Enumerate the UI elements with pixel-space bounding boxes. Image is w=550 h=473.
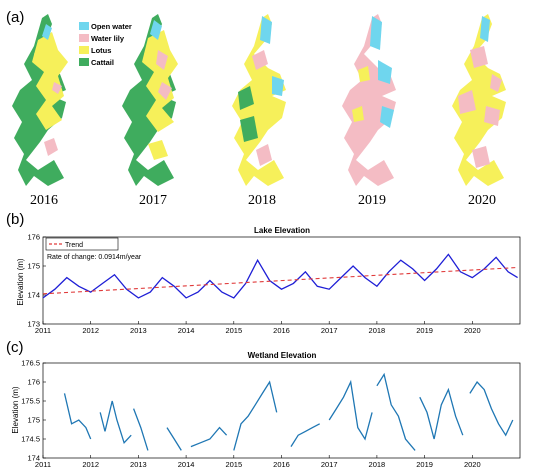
panel-a-letter: (a): [6, 9, 24, 26]
wetland-elevation-plot: 2011 2012 2013 2014 2015 2016 2017 2018 2019 2020…: [21, 359, 521, 469]
x-tick-label: 2012: [82, 460, 99, 469]
year-label-2017: 2017: [139, 193, 167, 208]
legend-label-water-lily: Water lily: [91, 34, 125, 43]
legend-label-open-water: Open water: [91, 22, 132, 31]
x-tick-label: 2016: [273, 460, 290, 469]
map-2020: [452, 14, 506, 186]
y-tick-label: 174: [27, 454, 40, 463]
series-line-wetland: [290, 423, 321, 447]
series-line-wetland: [376, 372, 416, 451]
y-tick-label: 175: [27, 262, 40, 271]
map-2016: [12, 14, 68, 186]
lake-legend-box: [45, 237, 119, 251]
x-tick-label: 2018: [369, 326, 386, 335]
lake-chart-title: Lake Elevation: [254, 226, 310, 235]
x-tick-label: 2015: [225, 460, 242, 469]
series-line-wetland: [419, 387, 464, 440]
legend-label-cattail: Cattail: [91, 58, 114, 67]
y-tick-label: 173: [27, 320, 40, 329]
x-tick-label: 2019: [416, 460, 433, 469]
panel-b-letter: (b): [6, 211, 24, 228]
lake-y-axis-label: Elevation (m): [16, 258, 25, 305]
year-label-2016: 2016: [30, 193, 58, 208]
y-tick-label: 174: [27, 291, 40, 300]
series-line-lake: [42, 253, 518, 299]
y-tick-label: 176.5: [21, 359, 40, 368]
x-tick-label: 2012: [82, 326, 99, 335]
legend-label-lotus: Lotus: [91, 46, 111, 55]
x-tick-label: 2016: [273, 326, 290, 335]
x-tick-label: 2014: [178, 460, 195, 469]
legend-swatch-lotus: [79, 46, 89, 54]
series-line-wetland: [166, 427, 182, 451]
x-tick-label: 2019: [416, 326, 433, 335]
legend-panel-a: Open water Water lily Lotus Cattail: [79, 22, 132, 67]
wetland-y-axis-label: Elevation (m): [11, 386, 20, 433]
x-tick-label: 2017: [321, 460, 338, 469]
x-tick-label: 2011: [35, 460, 51, 469]
series-line-wetland: [190, 426, 228, 448]
legend-swatch-cattail: [79, 58, 89, 66]
panel-c-letter: (c): [6, 339, 24, 356]
x-tick-label: 2013: [130, 460, 147, 469]
map-2019: [342, 14, 396, 186]
legend-swatch-open-water: [79, 22, 89, 30]
x-tick-label: 2017: [321, 326, 338, 335]
x-tick-label: 2020: [464, 326, 481, 335]
series-line-wetland: [132, 408, 149, 451]
series-line-wetland: [233, 380, 278, 451]
lake-legend: Trend: [45, 237, 119, 251]
lake-legend-trend-label: Trend: [65, 242, 83, 249]
lake-rate-annotation: Rate of change: 0.0914m/year: [47, 254, 142, 261]
y-tick-label: 176: [27, 233, 40, 242]
y-tick-label: 175.5: [21, 397, 40, 406]
series-line-wetland: [99, 400, 132, 445]
legend-swatch-water-lily: [79, 34, 89, 42]
lake-elevation-plot: 2011 2012 2013 2014 2015 2016 2017 2018 2019 2020…: [27, 233, 521, 335]
x-tick-label: 2018: [369, 460, 386, 469]
year-label-2019: 2019: [358, 193, 386, 208]
map-2017: [122, 14, 178, 186]
x-tick-label: 2014: [178, 326, 195, 335]
y-tick-label: 176: [27, 378, 40, 387]
x-tick-label: 2011: [35, 326, 51, 335]
x-tick-label: 2013: [130, 326, 147, 335]
series-line-wetland: [328, 379, 373, 441]
series-line-wetland: [63, 393, 92, 440]
x-tick-label: 2020: [464, 460, 481, 469]
y-tick-label: 174.5: [21, 435, 40, 444]
year-label-2018: 2018: [248, 193, 276, 208]
x-tick-label: 2015: [225, 326, 242, 335]
series-line-trend: [42, 266, 518, 295]
wetland-chart-title: Wetland Elevation: [248, 351, 317, 360]
y-tick-label: 175: [27, 416, 40, 425]
map-2018: [232, 14, 286, 186]
series-line-wetland: [469, 380, 514, 437]
year-label-2020: 2020: [468, 193, 496, 208]
